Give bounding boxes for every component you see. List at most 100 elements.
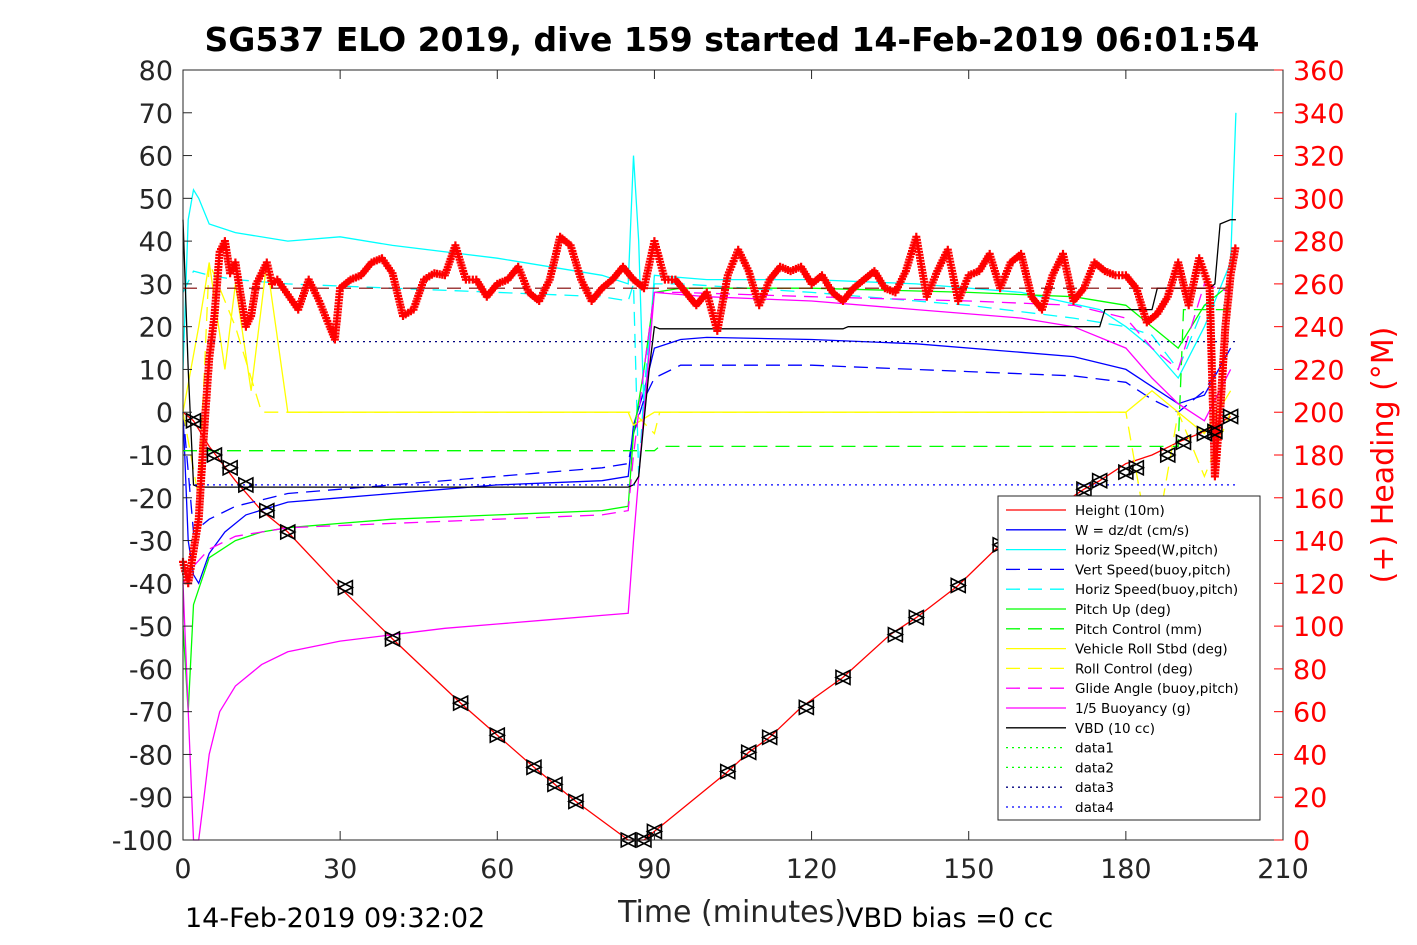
y-right-tick-label: 160 [1293, 484, 1345, 515]
gc-marker-left [1206, 423, 1223, 440]
left-axis: -100-90-80-70-60-50-40-30-20-10010203040… [112, 56, 192, 857]
series-line [182, 291, 1232, 841]
y-right-tick-label: 180 [1293, 441, 1345, 472]
x-tick-label: 210 [1257, 854, 1309, 885]
legend-entry: Horiz Speed(W,pitch) [1075, 543, 1218, 559]
gc-marker-left [886, 626, 904, 643]
legend-entry: Height (10m) [1075, 503, 1165, 519]
gc-marker-left [258, 502, 275, 519]
y-right-tick-label: 260 [1293, 270, 1345, 301]
y-tick-label: 20 [139, 313, 173, 344]
x-tick-label: 120 [786, 854, 838, 885]
x-axis-label: Time (minutes) [617, 895, 846, 930]
series-line [182, 347, 1232, 534]
y-tick-label: -70 [129, 698, 173, 729]
y-tick-label: -60 [129, 655, 173, 686]
x-tick-label: 90 [637, 854, 671, 885]
y-right-tick-label: 120 [1293, 569, 1345, 600]
gc-marker-left [1127, 459, 1145, 477]
series-line [182, 336, 1232, 585]
gc-marker-left [834, 669, 851, 686]
x-tick-label: 150 [943, 854, 995, 885]
right-axis: 0 20 40 60 80 100 120 140 160 180 200 220 240 260 280 3… [1274, 56, 1345, 857]
y-tick-label: -30 [129, 527, 173, 558]
legend-entry: data3 [1075, 780, 1114, 796]
y-right-tick-label: 0 [1293, 826, 1310, 857]
y-right-tick-label: 300 [1293, 184, 1345, 215]
legend-entry: Horiz Speed(buoy,pitch) [1075, 582, 1238, 598]
y-right-tick-label: 20 [1293, 783, 1327, 814]
y-right-tick-label: 200 [1293, 398, 1345, 429]
y-right-tick-label: 40 [1293, 740, 1327, 771]
y-tick-label: -40 [129, 569, 173, 600]
y-right-tick-label: 220 [1293, 355, 1345, 386]
gc-marker-left [221, 459, 238, 477]
y-tick-label: -90 [129, 783, 173, 814]
series-line [182, 283, 1231, 584]
footer-vbd-bias: VBD bias =0 cc [845, 903, 1053, 934]
y-tick-label: 60 [139, 142, 173, 173]
gc-marker-left [1090, 472, 1108, 489]
legend-entry: data1 [1075, 741, 1114, 757]
gc-marker-left [567, 793, 584, 810]
gc-marker-left [760, 729, 778, 746]
y-tick-label: 40 [139, 227, 173, 258]
gc-marker-left [739, 744, 757, 761]
legend-entry: 1/5 Buoyancy (g) [1075, 701, 1191, 717]
gc-marker-left [797, 699, 815, 716]
x-tick-label: 60 [480, 854, 514, 885]
legend-entry: VBD (10 cc) [1075, 721, 1155, 737]
legend-entry: Pitch Up (deg) [1075, 602, 1171, 618]
gc-marker-left [907, 609, 925, 626]
legend-entry: data4 [1075, 800, 1114, 816]
y-tick-label: 70 [139, 99, 173, 130]
chart-title: SG537 ELO 2019, dive 159 started 14-Feb-… [205, 20, 1260, 59]
gc-marker-left [488, 726, 506, 744]
gc-marker-left [1174, 433, 1192, 451]
y-right-tick-label: 140 [1293, 527, 1345, 558]
legend-entry: Glide Angle (buoy,pitch) [1075, 681, 1239, 697]
gc-marker-left [525, 758, 542, 776]
heading-marker [1231, 244, 1240, 253]
y-tick-label: -20 [129, 484, 173, 515]
y-right-tick-label: 280 [1293, 227, 1345, 258]
y-right-tick-label: 340 [1293, 99, 1345, 130]
y-tick-label: -10 [129, 441, 173, 472]
legend-entry: W = dz/dt (cm/s) [1075, 523, 1189, 539]
gc-marker-left [237, 476, 254, 494]
legend-entry: Pitch Control (mm) [1075, 622, 1202, 638]
gc-marker-left [949, 577, 967, 594]
y-tick-label: 50 [139, 184, 173, 215]
gc-marker-left [278, 523, 296, 541]
y-tick-label: 80 [139, 56, 173, 87]
legend-entry: Roll Control (deg) [1075, 661, 1193, 677]
gc-marker-left [336, 579, 354, 596]
series-line [183, 308, 1231, 452]
gc-marker-left [546, 776, 563, 793]
y-tick-label: -50 [129, 612, 173, 643]
series-line [182, 283, 1232, 712]
gc-marker-left [1221, 408, 1239, 425]
legend-entry: data2 [1075, 760, 1114, 776]
gc-marker-left [451, 694, 469, 712]
heading-layer [179, 232, 1240, 588]
y-right-tick-label: 360 [1293, 56, 1345, 87]
gc-marker-left [1075, 480, 1092, 498]
y-right-tick-label: 240 [1293, 313, 1345, 344]
y-right-tick-label: 100 [1293, 612, 1345, 643]
gc-marker-left [1158, 446, 1176, 464]
y-tick-label: 10 [139, 355, 173, 386]
gc-marker-left [383, 630, 401, 648]
bottom-axis: 0 30 60 90 120 150 180 210 [174, 70, 1309, 885]
gc-marker-left [184, 412, 202, 430]
gc-marker-left [718, 763, 736, 780]
y-tick-label: -80 [129, 740, 173, 771]
y-tick-label: 30 [139, 270, 173, 301]
y-right-tick-label: 60 [1293, 698, 1327, 729]
x-tick-label: 30 [323, 854, 357, 885]
legend-entry: Vehicle Roll Stbd (deg) [1075, 642, 1228, 658]
y-tick-label: -100 [112, 826, 173, 857]
legend: Height (10m) W = dz/dt (cm/s) Horiz Speed(… [997, 495, 1261, 821]
footer-timestamp: 14-Feb-2019 09:32:02 [185, 903, 485, 934]
